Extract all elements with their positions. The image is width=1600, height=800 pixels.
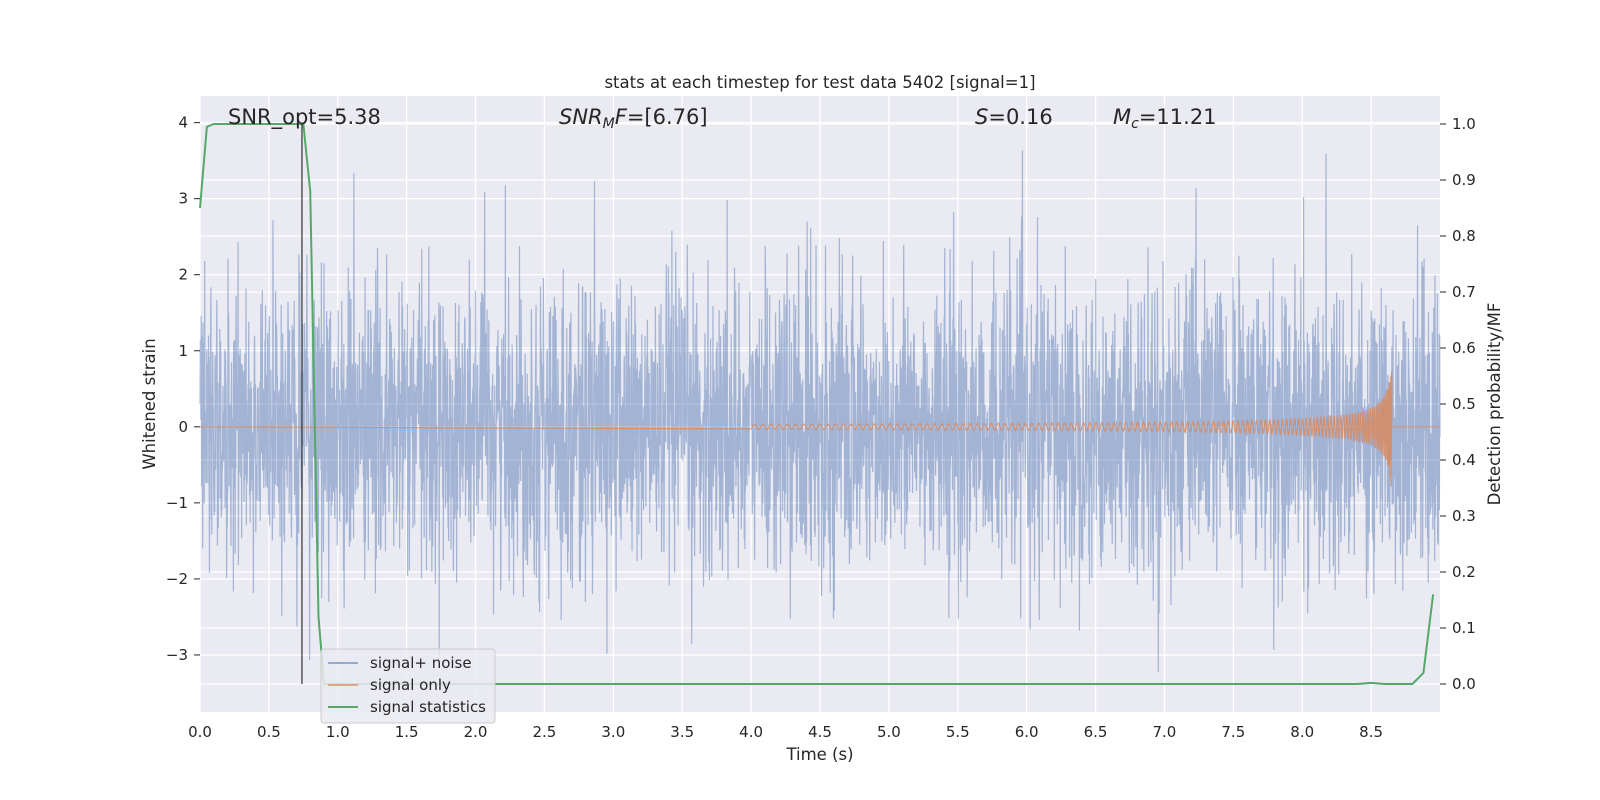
- y-right-tick-label: 0.1: [1452, 619, 1476, 637]
- x-tick-label: 5.0: [877, 723, 901, 741]
- y-tick-label: −1: [166, 494, 188, 512]
- y-right-tick-label: 0.0: [1452, 675, 1476, 693]
- x-tick-label: 6.0: [1015, 723, 1039, 741]
- x-tick-label: 5.5: [946, 723, 970, 741]
- x-tick-label: 0.5: [257, 723, 281, 741]
- x-tick-label: 1.0: [326, 723, 350, 741]
- x-tick-label: 2.5: [533, 723, 557, 741]
- chart-title: stats at each timestep for test data 540…: [604, 73, 1035, 92]
- x-tick-labels: 0.0 0.5 1.0 1.5 2.0 2.5 3.0 3.5 4.0 4.5 5.0 5.5 6.0 6…: [188, 723, 1383, 741]
- y-right-tick-label: 0.5: [1452, 395, 1476, 413]
- y-tick-labels: 4 3 2 1 0 −1 −2 −3: [166, 114, 200, 664]
- y-tick-label: 1: [178, 342, 188, 360]
- x-tick-label: 7.5: [1221, 723, 1245, 741]
- grid: [199, 96, 1440, 712]
- y-tick-label: 2: [178, 266, 188, 284]
- y-right-tick-label: 0.9: [1452, 171, 1476, 189]
- x-tick-label: 7.0: [1153, 723, 1177, 741]
- signal-only-line: [199, 372, 1440, 487]
- y-right-tick-label: 0.7: [1452, 283, 1476, 301]
- legend-label-signal-statistics: signal statistics: [370, 698, 486, 716]
- legend-box: [320, 648, 496, 724]
- x-tick-label: 3.5: [670, 723, 694, 741]
- x-tick-label: 8.0: [1290, 723, 1314, 741]
- x-tick-label: 4.5: [808, 723, 832, 741]
- x-tick-label: 3.0: [601, 723, 625, 741]
- y-tick-label: −2: [166, 570, 188, 588]
- y-axis-label: Whitened strain: [140, 338, 159, 469]
- y-right-tick-label: 0.6: [1452, 339, 1476, 357]
- signal-noise-line: [199, 150, 1441, 673]
- snr-mf-annotation: SNRMF=[6.76]: [559, 105, 708, 132]
- y-right-tick-label: 0.8: [1452, 227, 1476, 245]
- s-annotation: S=0.16: [975, 105, 1053, 129]
- snr-opt-annotation: SNR_opt=5.38: [228, 105, 381, 130]
- legend: signal+ noise signal only signal statist…: [320, 648, 496, 724]
- y-right-tick-label: 0.2: [1452, 563, 1476, 581]
- y-tick-label: 3: [178, 190, 188, 208]
- y-right-tick-labels: 1.0 0.9 0.8 0.7 0.6 0.5 0.4 0.3 0.2 0.1 0.0: [1440, 115, 1476, 693]
- x-tick-label: 2.0: [464, 723, 488, 741]
- x-tick-label: 1.5: [395, 723, 419, 741]
- x-tick-label: 8.5: [1359, 723, 1383, 741]
- x-axis-label: Time (s): [785, 745, 853, 764]
- signal-only-series: [199, 372, 1440, 487]
- y-right-tick-label: 1.0: [1452, 115, 1476, 133]
- y-tick-label: 4: [178, 114, 188, 132]
- legend-label-signal-noise: signal+ noise: [370, 654, 472, 672]
- signal-noise-series: [199, 150, 1441, 673]
- y-tick-label: −3: [166, 646, 188, 664]
- mc-annotation: Mc=11.21: [1113, 105, 1217, 132]
- x-tick-label: 0.0: [188, 723, 212, 741]
- y-right-tick-label: 0.3: [1452, 507, 1476, 525]
- x-tick-label: 6.5: [1084, 723, 1108, 741]
- x-tick-label: 4.0: [739, 723, 763, 741]
- y-right-axis-label: Detection probability/MF: [1485, 303, 1504, 506]
- y-tick-label: 0: [178, 418, 188, 436]
- legend-label-signal-only: signal only: [370, 676, 451, 694]
- y-right-tick-label: 0.4: [1452, 451, 1476, 469]
